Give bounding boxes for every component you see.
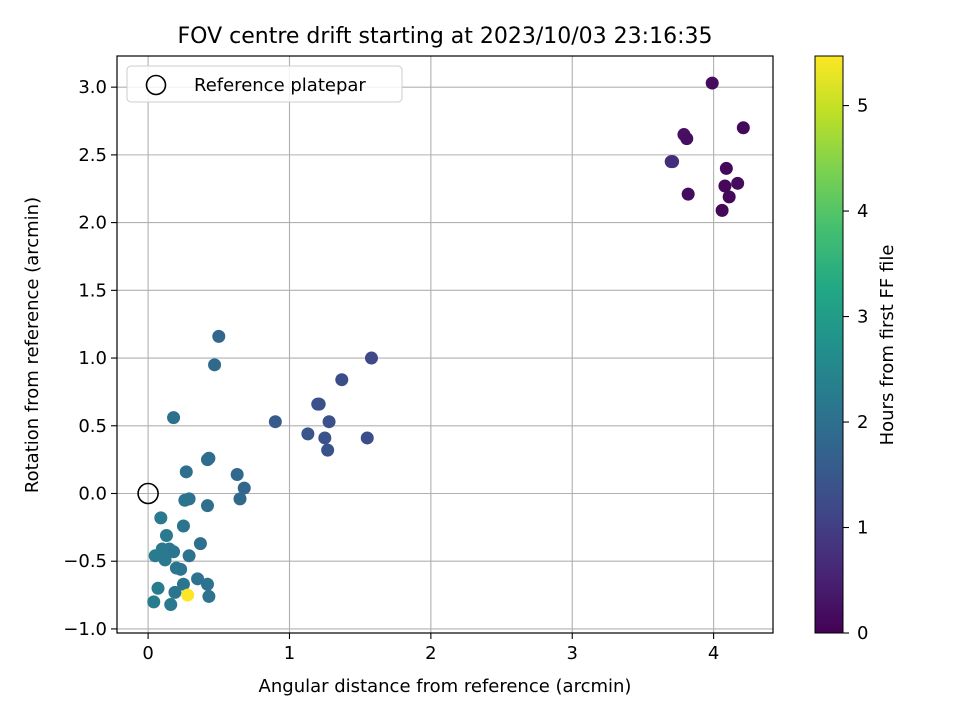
data-point <box>159 528 173 542</box>
data-points <box>137 76 750 612</box>
data-point <box>168 585 182 599</box>
data-point <box>321 443 335 457</box>
data-point <box>230 468 244 482</box>
y-tick-label: 0.0 <box>78 483 107 504</box>
y-tick-label: 1.0 <box>78 348 107 369</box>
data-point <box>191 572 205 586</box>
data-point <box>705 76 719 90</box>
data-point <box>722 190 736 204</box>
legend-marker-reference <box>145 74 167 96</box>
data-point <box>680 132 694 146</box>
x-tick-label: 3 <box>567 643 578 664</box>
colorbar-label: Hours from first FF file <box>877 245 898 446</box>
data-point <box>202 589 216 603</box>
colorbar-tick-label: 0 <box>857 623 868 644</box>
data-point <box>154 511 168 525</box>
data-point <box>167 545 181 559</box>
data-point <box>719 161 733 175</box>
grid-lines <box>117 56 773 633</box>
data-point <box>364 351 378 365</box>
data-point <box>233 492 247 506</box>
data-point <box>193 537 207 551</box>
legend: Reference platepar <box>126 65 403 103</box>
y-tick-label: 3.0 <box>78 77 107 98</box>
data-point <box>174 562 188 576</box>
data-point <box>164 598 178 612</box>
data-point <box>200 577 214 591</box>
data-point <box>181 588 195 602</box>
data-point <box>167 411 181 425</box>
data-point <box>715 203 729 217</box>
x-tick-label: 4 <box>708 643 719 664</box>
y-tick-label: −1.0 <box>63 619 107 640</box>
data-point <box>736 121 750 135</box>
legend-box <box>126 65 403 103</box>
data-point <box>182 549 196 563</box>
data-point <box>664 155 678 169</box>
data-point <box>681 187 695 201</box>
data-point <box>151 581 165 595</box>
y-axis-label: Rotation from reference (arcmin) <box>22 197 43 493</box>
data-point <box>318 431 332 445</box>
colorbar-gradient <box>814 55 844 634</box>
colorbar-tick-label: 5 <box>857 96 868 117</box>
data-point <box>237 481 251 495</box>
y-tick-label: 0.5 <box>78 416 107 437</box>
data-point <box>268 415 282 429</box>
y-tick-label: 2.5 <box>78 145 107 166</box>
data-point <box>335 373 349 387</box>
data-point <box>718 179 732 193</box>
y-tick-label: 1.5 <box>78 280 107 301</box>
data-point <box>148 549 162 563</box>
data-point <box>178 493 192 507</box>
data-point <box>731 176 745 190</box>
x-axis-label: Angular distance from reference (arcmin) <box>259 676 632 697</box>
colorbar-tick-label: 2 <box>857 412 868 433</box>
data-point <box>179 465 193 479</box>
axis-ticks: 0 1 2 3 4 −1.0 −0.5 0.0 0.5 1.0 1.5 2.0 2.5 3.0 <box>63 77 719 664</box>
colorbar-tick-label: 1 <box>857 518 868 539</box>
legend-label-reference: Reference platepar <box>194 75 366 96</box>
x-tick-label: 2 <box>425 643 436 664</box>
colorbar-ticks: 0 1 2 3 4 5 <box>843 96 868 644</box>
data-point <box>322 415 336 429</box>
x-tick-label: 0 <box>142 643 153 664</box>
plot-frame <box>116 55 774 634</box>
x-tick-label: 1 <box>284 643 295 664</box>
data-point <box>301 427 315 441</box>
data-point <box>147 595 161 609</box>
data-point <box>212 329 226 343</box>
data-point <box>360 431 374 445</box>
y-tick-label: 2.0 <box>78 213 107 234</box>
data-point <box>208 358 222 372</box>
reference-platepar-marker <box>137 482 159 505</box>
colorbar-tick-label: 3 <box>857 307 868 328</box>
data-point <box>200 499 214 513</box>
data-point <box>311 397 325 411</box>
data-point <box>200 453 214 467</box>
data-point <box>176 519 190 533</box>
colorbar: 0 1 2 3 4 5 Hours from first FF file <box>814 55 898 644</box>
colorbar-tick-label: 4 <box>857 201 868 222</box>
data-point <box>158 553 172 567</box>
data-point <box>176 577 190 591</box>
chart-title: FOV centre drift starting at 2023/10/03 … <box>178 24 713 49</box>
y-tick-label: −0.5 <box>63 551 107 572</box>
